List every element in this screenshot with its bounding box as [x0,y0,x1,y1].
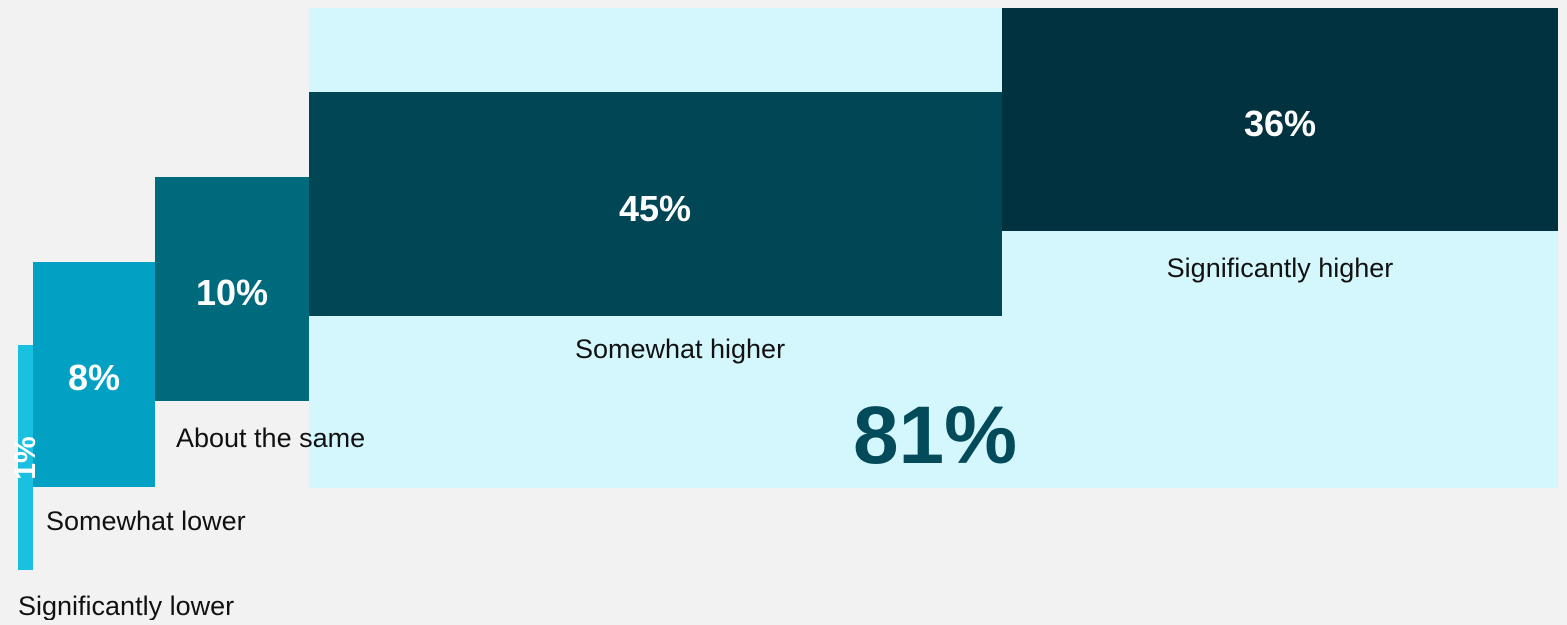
data-label-3: 10% [196,272,268,313]
data-label-2: 8% [68,357,120,398]
summary-label: 81% [853,390,1017,481]
bar-somewhat-lower [33,262,155,487]
bar-significantly-higher [1002,8,1558,231]
data-label-1: 1% [9,436,42,479]
data-label-4: 45% [619,188,691,229]
category-label-2: Somewhat lower [46,506,246,536]
data-label-5: 36% [1244,103,1316,144]
category-label-4: Somewhat higher [575,334,785,364]
bar-about-the-same [155,177,309,401]
category-label-1: Significantly lower [18,591,234,620]
bar-significantly-lower [18,345,33,570]
category-label-3: About the same [176,423,365,453]
category-label-5: Significantly higher [1167,253,1394,283]
bar-somewhat-higher [309,92,1002,316]
